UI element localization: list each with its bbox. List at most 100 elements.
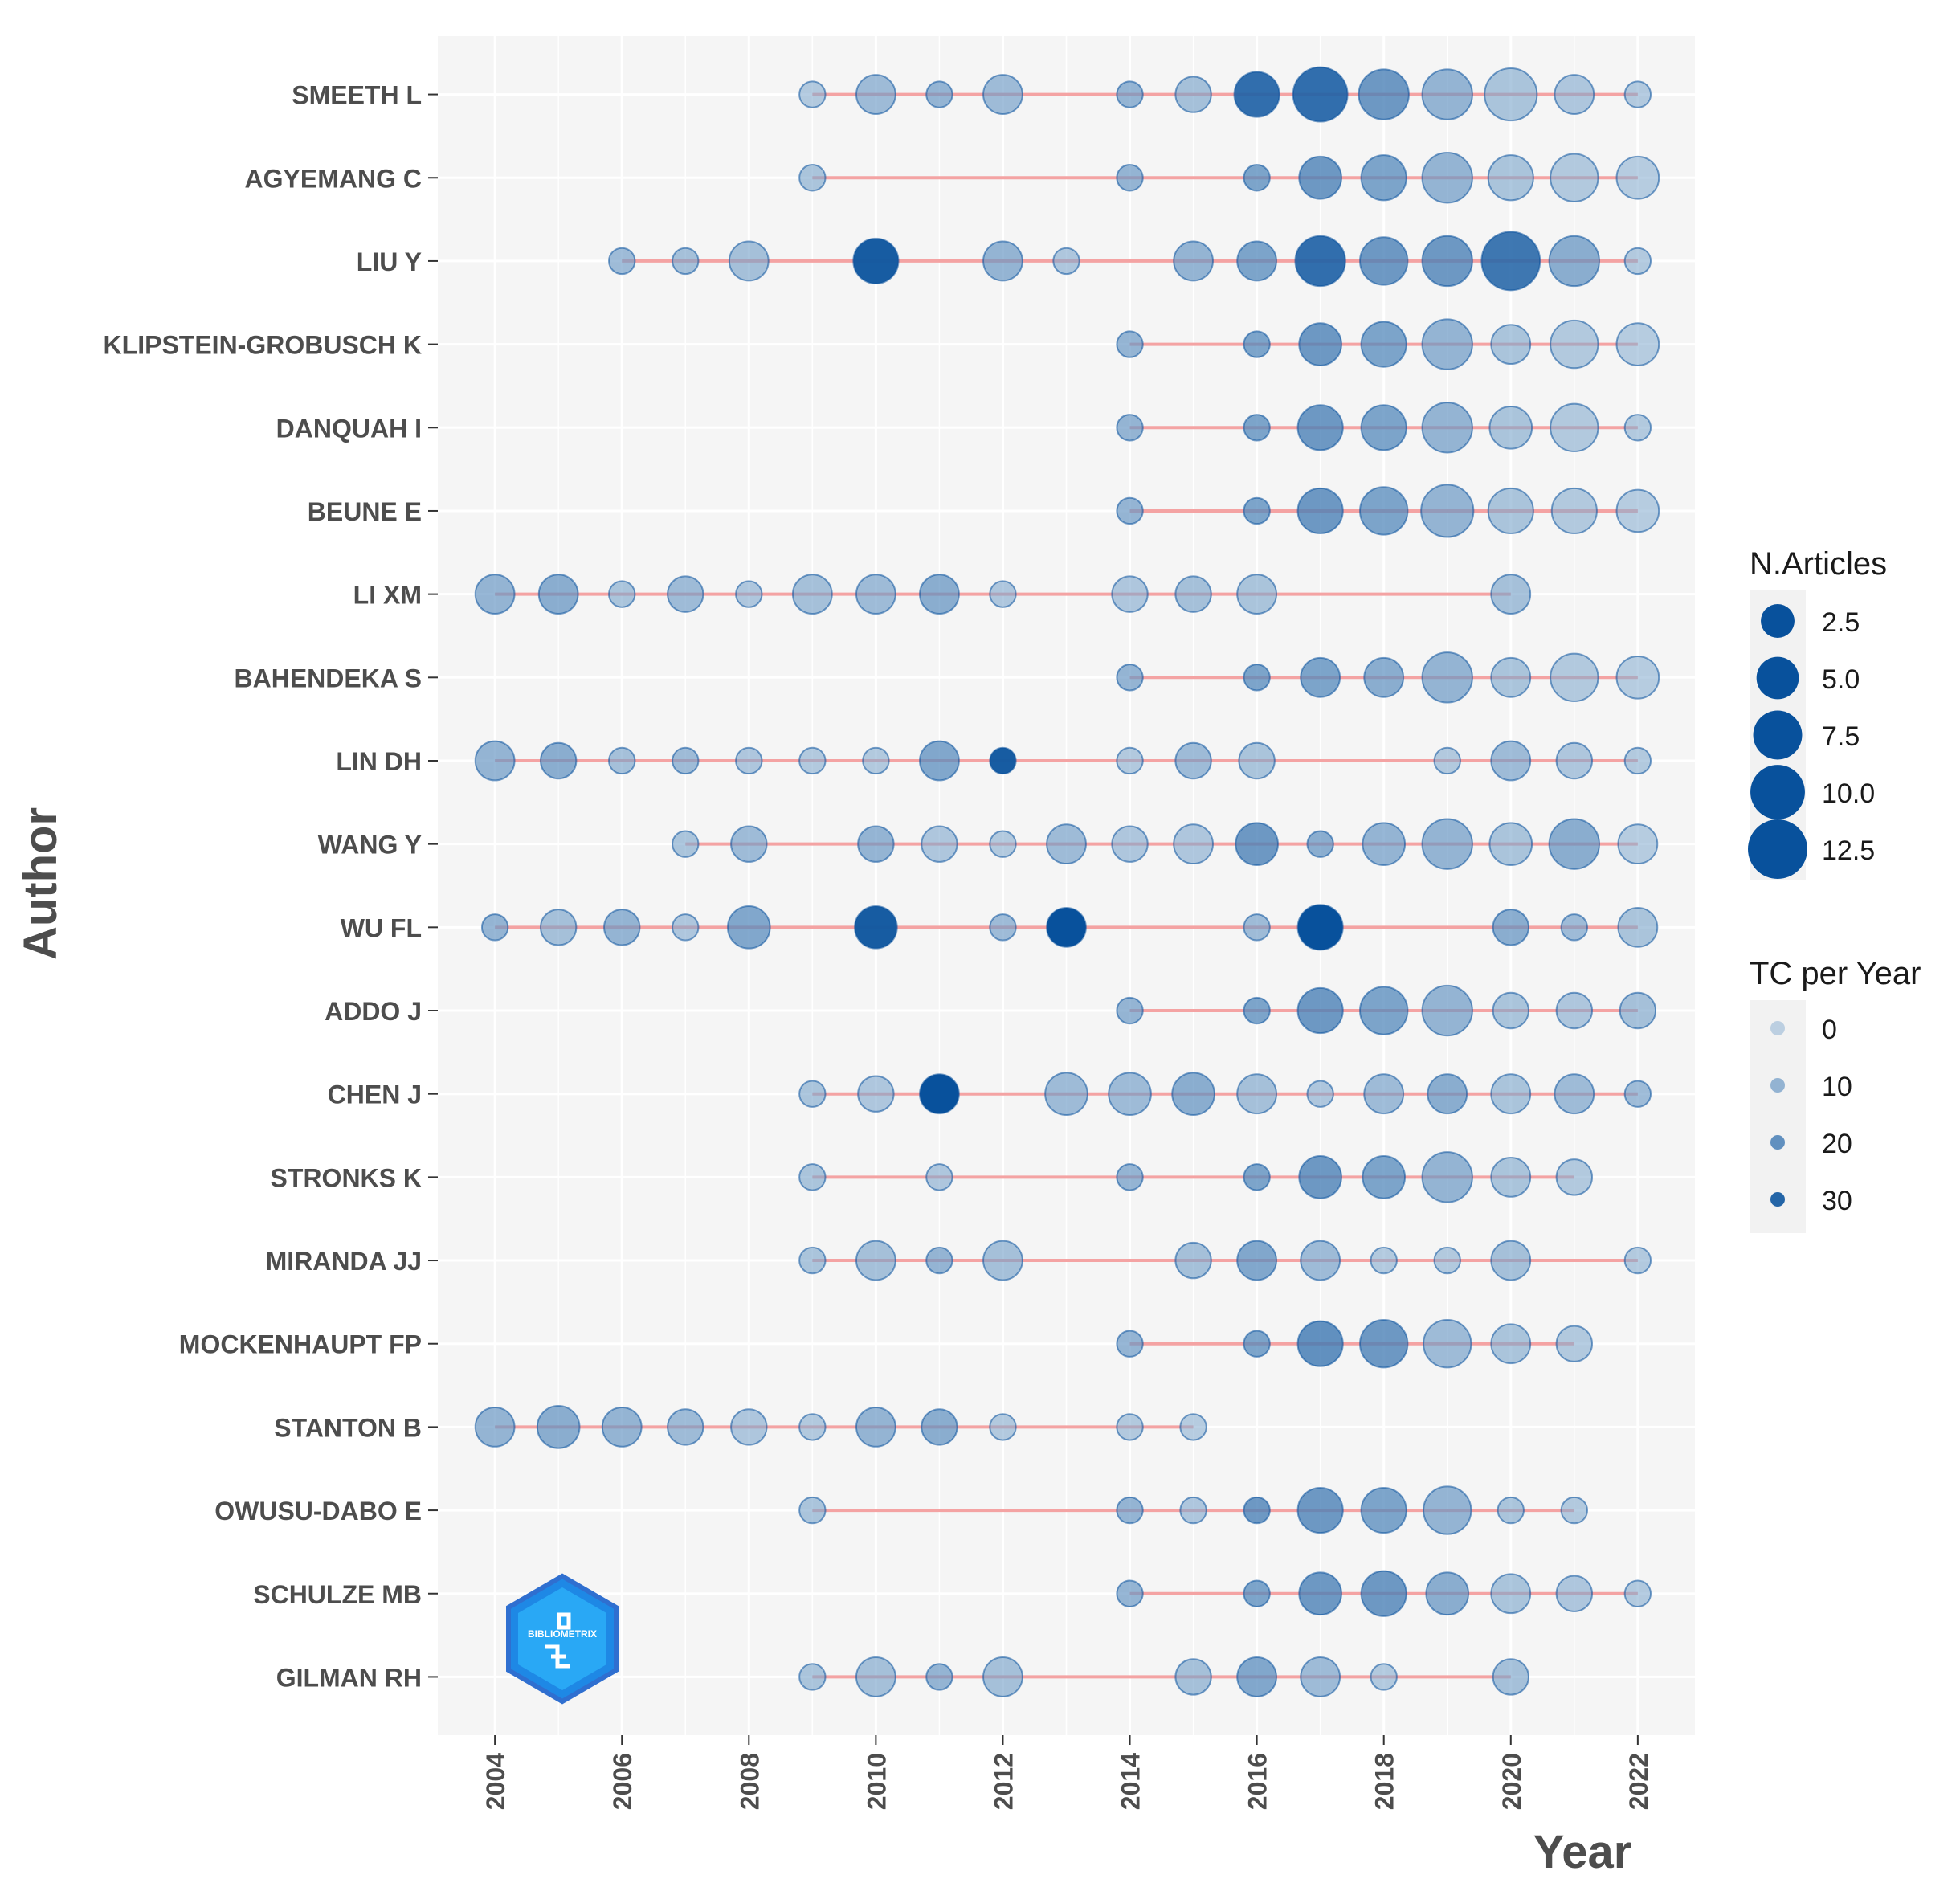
data-point xyxy=(1359,236,1409,286)
data-point xyxy=(1052,247,1080,276)
data-point xyxy=(1560,913,1589,942)
data-point xyxy=(1116,1496,1144,1525)
data-point xyxy=(1370,1246,1398,1275)
data-point xyxy=(1243,414,1271,442)
y-tick-label: WANG Y xyxy=(318,831,422,860)
legend-size-symbol xyxy=(1761,604,1795,638)
y-tick-label: CHEN J xyxy=(328,1080,422,1109)
data-point xyxy=(1044,1072,1088,1117)
data-point xyxy=(1233,71,1280,118)
data-point xyxy=(1174,76,1212,113)
data-point xyxy=(982,1656,1023,1697)
data-point xyxy=(1243,913,1271,942)
data-point xyxy=(1490,656,1532,698)
legend-size-symbol xyxy=(1756,656,1799,700)
data-point xyxy=(1243,330,1271,358)
data-point xyxy=(1490,740,1532,782)
data-point xyxy=(1116,414,1144,442)
data-point xyxy=(1108,1072,1152,1117)
data-point xyxy=(1359,986,1409,1035)
data-point xyxy=(1243,1579,1271,1607)
data-point xyxy=(1298,155,1342,200)
data-point xyxy=(1421,318,1473,370)
data-point xyxy=(1623,247,1652,276)
legend-size: N.Articles 2.5 5.0 7.5 10.0 12.5 xyxy=(1748,546,1887,880)
data-point xyxy=(1550,153,1599,202)
data-point xyxy=(480,913,509,942)
data-point xyxy=(1298,322,1342,366)
data-point xyxy=(854,905,898,950)
data-point xyxy=(1421,235,1473,288)
data-point xyxy=(1171,1072,1215,1117)
data-point xyxy=(1623,1246,1652,1275)
data-point xyxy=(921,825,958,863)
data-point xyxy=(1433,746,1461,775)
data-point xyxy=(798,1080,827,1108)
data-point xyxy=(728,240,770,282)
data-point xyxy=(1615,655,1660,700)
data-point xyxy=(1550,652,1599,703)
data-point xyxy=(1306,1080,1334,1108)
data-point xyxy=(1421,818,1473,870)
data-point xyxy=(1488,405,1533,450)
data-point xyxy=(855,1656,896,1697)
legend-size-label: 12.5 xyxy=(1822,835,1875,866)
data-point xyxy=(1490,574,1532,615)
legend-color-label: 10 xyxy=(1822,1072,1852,1102)
data-point xyxy=(855,74,896,115)
data-point xyxy=(1116,1413,1144,1441)
data-point xyxy=(1236,1656,1278,1697)
logo-text: BIBLIOMETRIX xyxy=(528,1628,597,1640)
data-point xyxy=(798,1246,827,1275)
data-point xyxy=(608,247,636,276)
data-point xyxy=(1623,80,1652,108)
data-point xyxy=(1359,1319,1409,1369)
data-point xyxy=(1360,1486,1407,1534)
data-point xyxy=(1116,1579,1144,1607)
data-point xyxy=(1296,1320,1344,1367)
data-point xyxy=(1116,1330,1144,1358)
data-point xyxy=(1484,67,1538,122)
data-point xyxy=(1421,402,1473,454)
data-point xyxy=(1555,1575,1594,1612)
data-point xyxy=(1490,1073,1532,1115)
data-point xyxy=(1363,656,1405,698)
y-tick-label: ADDO J xyxy=(325,997,422,1026)
data-point xyxy=(862,746,890,775)
x-tick-label: 2014 xyxy=(1117,1753,1145,1810)
data-point xyxy=(1433,1246,1461,1275)
data-point xyxy=(1487,487,1534,535)
data-point xyxy=(1116,1163,1144,1191)
data-point xyxy=(1296,904,1344,951)
data-point xyxy=(1111,825,1149,863)
data-point xyxy=(1623,414,1652,442)
legend-size-symbol xyxy=(1753,710,1803,760)
data-point xyxy=(919,740,960,782)
legend-size-label: 10.0 xyxy=(1822,778,1875,809)
data-point xyxy=(798,1496,827,1525)
data-point xyxy=(608,746,636,775)
data-point xyxy=(536,1405,581,1449)
legend-size-symbol xyxy=(1748,819,1807,879)
data-point xyxy=(1555,1325,1594,1362)
data-point xyxy=(672,913,700,942)
data-point xyxy=(1423,1485,1472,1535)
data-point xyxy=(1243,1163,1271,1191)
data-point xyxy=(1173,823,1214,865)
data-point xyxy=(791,574,833,615)
data-point xyxy=(1116,996,1144,1025)
data-point xyxy=(989,913,1017,942)
data-point xyxy=(982,240,1023,282)
data-points xyxy=(474,66,1660,1697)
data-point xyxy=(989,1413,1017,1441)
data-point xyxy=(735,746,763,775)
data-point xyxy=(1550,319,1599,370)
data-point xyxy=(1427,1073,1468,1115)
data-point xyxy=(798,1413,827,1441)
data-point xyxy=(1360,404,1407,451)
legend-size-title: N.Articles xyxy=(1750,546,1887,582)
x-tick-label: 2010 xyxy=(862,1753,891,1810)
data-point xyxy=(1243,664,1271,692)
data-point xyxy=(1358,68,1410,120)
